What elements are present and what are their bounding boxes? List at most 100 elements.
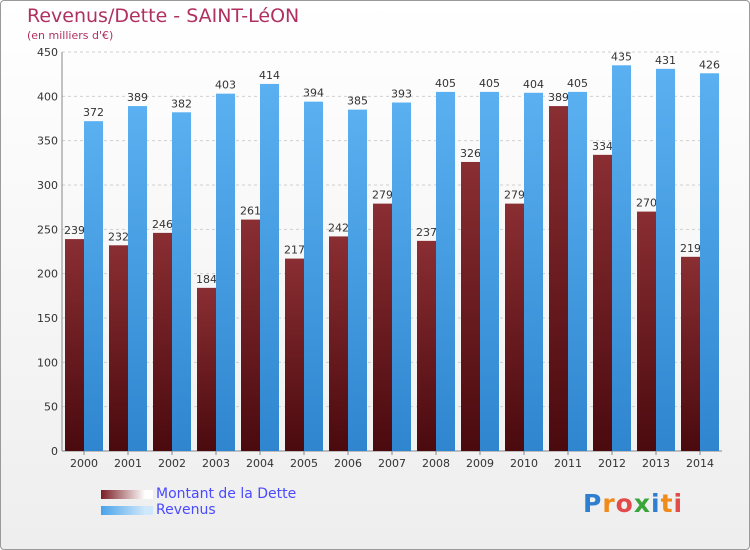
x-tick-label: 2005 (290, 457, 318, 470)
x-tick-label: 2001 (114, 457, 142, 470)
data-label-dette: 389 (548, 91, 569, 104)
y-tick-label: 250 (37, 223, 58, 236)
bar-dette (637, 211, 656, 451)
logo-letter: t (660, 489, 674, 518)
x-tick-label: 2006 (334, 457, 362, 470)
x-tick-label: 2010 (510, 457, 538, 470)
data-label-revenus: 405 (479, 77, 500, 90)
bar-dette (329, 236, 348, 451)
bar-revenus (656, 68, 675, 451)
y-tick-label: 300 (37, 179, 58, 192)
y-tick-label: 450 (37, 46, 58, 59)
y-tick-label: 400 (37, 90, 58, 103)
logo-letter: i (673, 489, 684, 518)
data-label-dette: 184 (196, 273, 217, 286)
data-label-revenus: 435 (611, 50, 632, 63)
chart-subtitle: (en milliers d'€) (27, 29, 114, 42)
bar-dette (461, 161, 480, 452)
bar-dette (109, 245, 128, 451)
bar-revenus (172, 112, 191, 451)
x-tick-label: 2007 (378, 457, 406, 470)
bar-dette (197, 287, 216, 451)
data-label-revenus: 405 (435, 77, 456, 90)
x-tick-label: 2009 (466, 457, 494, 470)
data-label-revenus: 372 (83, 106, 104, 119)
bar-revenus (568, 91, 587, 452)
x-tick-label: 2008 (422, 457, 450, 470)
bar-dette (153, 232, 172, 451)
logo-letter: r (602, 489, 616, 518)
data-label-revenus: 394 (303, 87, 324, 100)
data-label-dette: 246 (152, 218, 173, 231)
x-tick-label: 2013 (642, 457, 670, 470)
data-label-dette: 232 (108, 230, 129, 243)
logo-letter: x (633, 489, 651, 518)
data-label-revenus: 404 (523, 78, 544, 91)
bar-revenus (480, 91, 499, 452)
y-tick-label: 100 (37, 356, 58, 369)
bar-revenus (216, 93, 235, 451)
data-label-dette: 334 (592, 140, 613, 153)
chart-title: Revenus/Dette - SAINT-LéON (27, 5, 300, 27)
bar-revenus (612, 65, 631, 452)
data-label-dette: 239 (64, 224, 85, 237)
logo-letter: o (615, 489, 634, 518)
x-tick-label: 2002 (158, 457, 186, 470)
data-label-revenus: 382 (171, 97, 192, 110)
bar-revenus (348, 109, 367, 451)
bar-dette (373, 203, 392, 451)
bar-dette (505, 203, 524, 451)
data-label-revenus: 385 (347, 95, 368, 108)
bar-revenus (260, 83, 279, 452)
bar-revenus (436, 91, 455, 452)
data-label-revenus: 393 (391, 88, 412, 101)
bar-revenus (524, 92, 543, 451)
legend-swatch-revenus (101, 506, 153, 515)
y-tick-label: 150 (37, 312, 58, 325)
bar-revenus (700, 73, 719, 451)
data-label-dette: 261 (240, 205, 261, 218)
legend-swatch-dette (101, 490, 153, 499)
data-label-revenus: 405 (567, 77, 588, 90)
bar-dette (285, 258, 304, 451)
bar-revenus (128, 106, 147, 451)
x-tick-label: 2003 (202, 457, 230, 470)
legend-label-dette: Montant de la Dette (156, 486, 297, 502)
bar-dette (241, 219, 260, 451)
proxiti-logo: Proxiti (583, 489, 683, 518)
logo-letter: i (651, 489, 661, 518)
data-label-dette: 237 (416, 226, 437, 239)
data-label-dette: 326 (460, 147, 481, 160)
data-label-dette: 270 (636, 197, 657, 210)
y-tick-label: 50 (44, 401, 58, 414)
data-label-revenus: 414 (259, 69, 280, 82)
logo-letter: P (583, 489, 603, 518)
data-label-revenus: 389 (127, 91, 148, 104)
bar-revenus (84, 121, 103, 451)
x-tick-label: 2014 (686, 457, 714, 470)
x-tick-label: 2012 (598, 457, 626, 470)
data-label-revenus: 426 (699, 58, 720, 71)
bar-dette (65, 239, 84, 451)
data-label-dette: 242 (328, 221, 349, 234)
y-tick-label: 200 (37, 268, 58, 281)
y-tick-label: 350 (37, 135, 58, 148)
data-label-dette: 217 (284, 244, 305, 257)
data-label-revenus: 431 (655, 54, 676, 67)
x-tick-label: 2000 (70, 457, 98, 470)
bar-revenus (392, 102, 411, 451)
data-label-dette: 219 (680, 242, 701, 255)
x-tick-label: 2011 (554, 457, 582, 470)
data-label-dette: 279 (504, 189, 525, 202)
bar-dette (417, 240, 436, 451)
data-label-revenus: 403 (215, 79, 236, 92)
y-tick-label: 0 (51, 445, 58, 458)
bar-revenus (304, 101, 323, 452)
x-tick-label: 2004 (246, 457, 274, 470)
legend-label-revenus: Revenus (156, 502, 216, 518)
data-label-dette: 279 (372, 189, 393, 202)
bar-dette (593, 154, 612, 451)
bar-dette (549, 106, 568, 451)
